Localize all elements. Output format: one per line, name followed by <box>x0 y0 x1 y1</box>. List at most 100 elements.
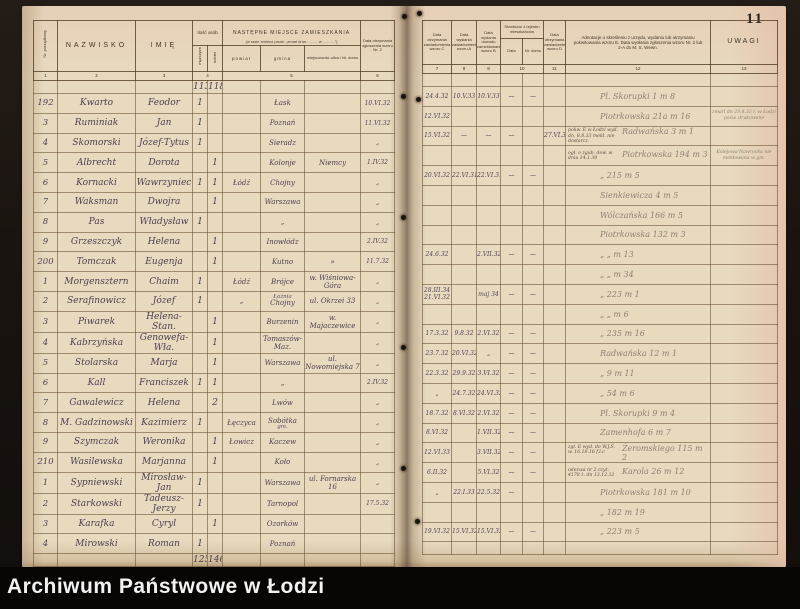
col-header-nazwisko: NAZWISKO <box>57 20 136 72</box>
adnotacja-note: zgł. E wyd. do W.J.Ś. w. 16.18.16 f.l.c <box>568 444 616 456</box>
cell-imie: Eugenja <box>135 251 193 273</box>
cell-imie: Franciszek <box>135 372 193 394</box>
cell-uwagi <box>710 442 778 464</box>
cell-adnotacje: Sienkiewicza 4 m 5 <box>565 184 711 206</box>
cell-kobiet: 1 <box>206 331 224 354</box>
cell-gmina: Sieradz <box>260 132 306 154</box>
register-row-right: „ 182 m 19 <box>422 501 778 523</box>
cell-dowod-b: 5.VI.32 <box>476 462 501 483</box>
cell-nr: 3 <box>33 513 58 535</box>
cell-adnotacje: Radwańska 12 m 1 <box>565 343 711 365</box>
pencil-address: „ 54 m 6 <box>600 388 635 398</box>
register-row-right: 20.VI.32 22.VI.31 22.VI.31— — „ 215 m 5 <box>422 165 778 186</box>
cell-skreslono-data: — <box>500 244 523 266</box>
cell-powiat <box>222 553 262 568</box>
cell-zawiadomienie-d <box>543 165 566 186</box>
cell-nr: 192 <box>33 92 58 114</box>
cell-mezczyzn: 1 <box>192 211 208 233</box>
cell-zawiadomienie-c: 18.7.32 <box>422 402 452 424</box>
cell-dowod-b: 1.VII.32 <box>476 422 501 444</box>
cell-dowod-b <box>476 73 501 87</box>
cell-nazwisko: Grzeszczyk <box>57 231 136 253</box>
cell-nr: 1 <box>33 271 58 292</box>
cell-uwagi <box>710 184 778 206</box>
cell-skreslono-nr: — <box>522 422 544 444</box>
cell-nr: 7 <box>33 392 58 414</box>
cell-kobiet: 1 <box>206 352 224 374</box>
cell-adnotacje: „ 235 m 16 <box>565 323 711 345</box>
col-number-2: 2 <box>57 70 136 81</box>
register-row-right: „ 24.7.32 24.VI.32— — „ 54 m 6 <box>422 382 778 404</box>
cell-skreslono-data: — <box>500 422 523 444</box>
cell-data-zgloszenia: „ <box>360 271 396 292</box>
register-row-right: 19.VI.32 15.VI.32 15.VI.32— — „ 223 m 5 <box>422 521 778 543</box>
cell-skreslono-data: — <box>500 521 523 543</box>
cell-powiat <box>222 392 262 414</box>
register-row-right: 18.7.32 8.VI.32 2.VI.32— — Pl. Skorupki 9 m … <box>422 402 778 424</box>
cell-imie: Helena <box>135 392 193 414</box>
cell-nr: 2 <box>33 492 58 515</box>
cell-dowod-b: 22.5.32 <box>476 481 501 503</box>
register-row-left: 2 Starkowski Tadeusz-Jerzy 1 Tarnopol 17.5.32 <box>33 492 396 515</box>
register-row-right: 28.III.34 21.VI.32 maj 34— — „ 223 m 1 <box>422 283 778 305</box>
cell-dowod-b <box>476 204 501 226</box>
cell-nr: 9 <box>33 431 58 453</box>
cell-data-zgloszenia: „ <box>360 431 396 453</box>
register-row-right: 22.3.32 29.9.32 3.VI.32— — „ 9 m 11 <box>422 363 778 384</box>
cell-zawiadomienie-d <box>543 73 566 87</box>
cell-zawiadomienie-a <box>451 244 477 266</box>
cell-zawiadomienie-d <box>543 481 566 503</box>
cell-nazwisko: Waksman <box>57 191 136 213</box>
register-row-right: 6.II.32 5.VI.32— — odezwa nr 2 czyt. 4178 ż… <box>422 462 778 483</box>
cell-dowod-b <box>476 303 501 325</box>
cell-kobiet: 1 <box>206 372 224 394</box>
cell-nazwisko: Morgensztern <box>57 271 136 292</box>
cell-nazwisko: Stolarska <box>57 352 136 374</box>
register-row-left: 3 Karafka Cyryl 1 Ozorków <box>33 513 396 535</box>
cell-zawiadomienie-c: 12.VI.32 <box>422 105 452 127</box>
register-row-left: 7 Gawalewicz Helena 2 Lwów „ <box>33 392 396 414</box>
cell-dowod-b: 15.VI.32 <box>476 521 501 543</box>
archive-caption: Archiwum Państwowe w Łodzi <box>7 575 325 598</box>
cell-mezczyzn <box>192 352 208 374</box>
cell-adnotacje: Piotrkowska 21a m 16 <box>565 105 711 127</box>
cell-data-zgloszenia: „ <box>360 211 396 233</box>
cell-mezczyzn <box>192 251 208 273</box>
cell-zawiadomienie-c <box>422 224 452 246</box>
cell-miejscowosc <box>304 92 362 114</box>
col-header-skreslono: Skreślono z rejestru mieszkańców <box>500 20 544 39</box>
cell-nazwisko: Kall <box>57 372 136 394</box>
cell-uwagi <box>710 541 778 556</box>
register-row-right: „ „ m 34 <box>422 264 778 285</box>
cell-zawiadomienie-c: 12.VI.33 <box>422 442 452 464</box>
register-row-right: ogł. o zgub. dow. w dniu 14.1.30 Piotrkow… <box>422 145 778 167</box>
cell-zawiadomienie-a <box>451 283 477 305</box>
cell-adnotacje: „ „ m 6 <box>565 303 711 325</box>
cell-skreslono-data: — <box>500 382 523 404</box>
cell-miejscowosc <box>304 553 362 568</box>
cell-imie: Dwojra <box>135 191 193 213</box>
cell-data-zgloszenia: 17.5.32 <box>360 492 396 515</box>
adnotacja-note: ogł. o zgub. dow. w dniu 14.1.30 <box>568 150 613 162</box>
cell-zawiadomienie-c: 19.VI.32 <box>422 521 452 543</box>
cell-skreslono-nr: — <box>522 521 544 543</box>
cell-skreslono-data <box>500 204 523 226</box>
cell-powiat <box>222 513 262 535</box>
cell-imie: Helena-Stan. <box>135 310 193 333</box>
cell-powiat <box>222 79 262 94</box>
cell-zawiadomienie-d <box>543 303 566 325</box>
cell-nazwisko: Kwarto <box>57 92 136 114</box>
cell-zawiadomienie-a <box>451 462 477 483</box>
cell-gmina: Kolonje <box>260 152 306 174</box>
cell-powiat <box>222 492 262 515</box>
cell-skreslono-nr: — <box>522 283 544 305</box>
cell-data-zgloszenia: „ <box>360 172 396 193</box>
cell-data-zgloszenia: 2.IV.32 <box>360 372 396 394</box>
cell-skreslono-data: — <box>500 402 523 424</box>
cell-zawiadomienie-a <box>451 184 477 206</box>
register-row-left: 125146 <box>33 553 396 568</box>
cell-zawiadomienie-d <box>543 402 566 424</box>
cell-miejscowosc <box>304 451 362 473</box>
cell-zawiadomienie-a: 24.7.32 <box>451 382 477 404</box>
